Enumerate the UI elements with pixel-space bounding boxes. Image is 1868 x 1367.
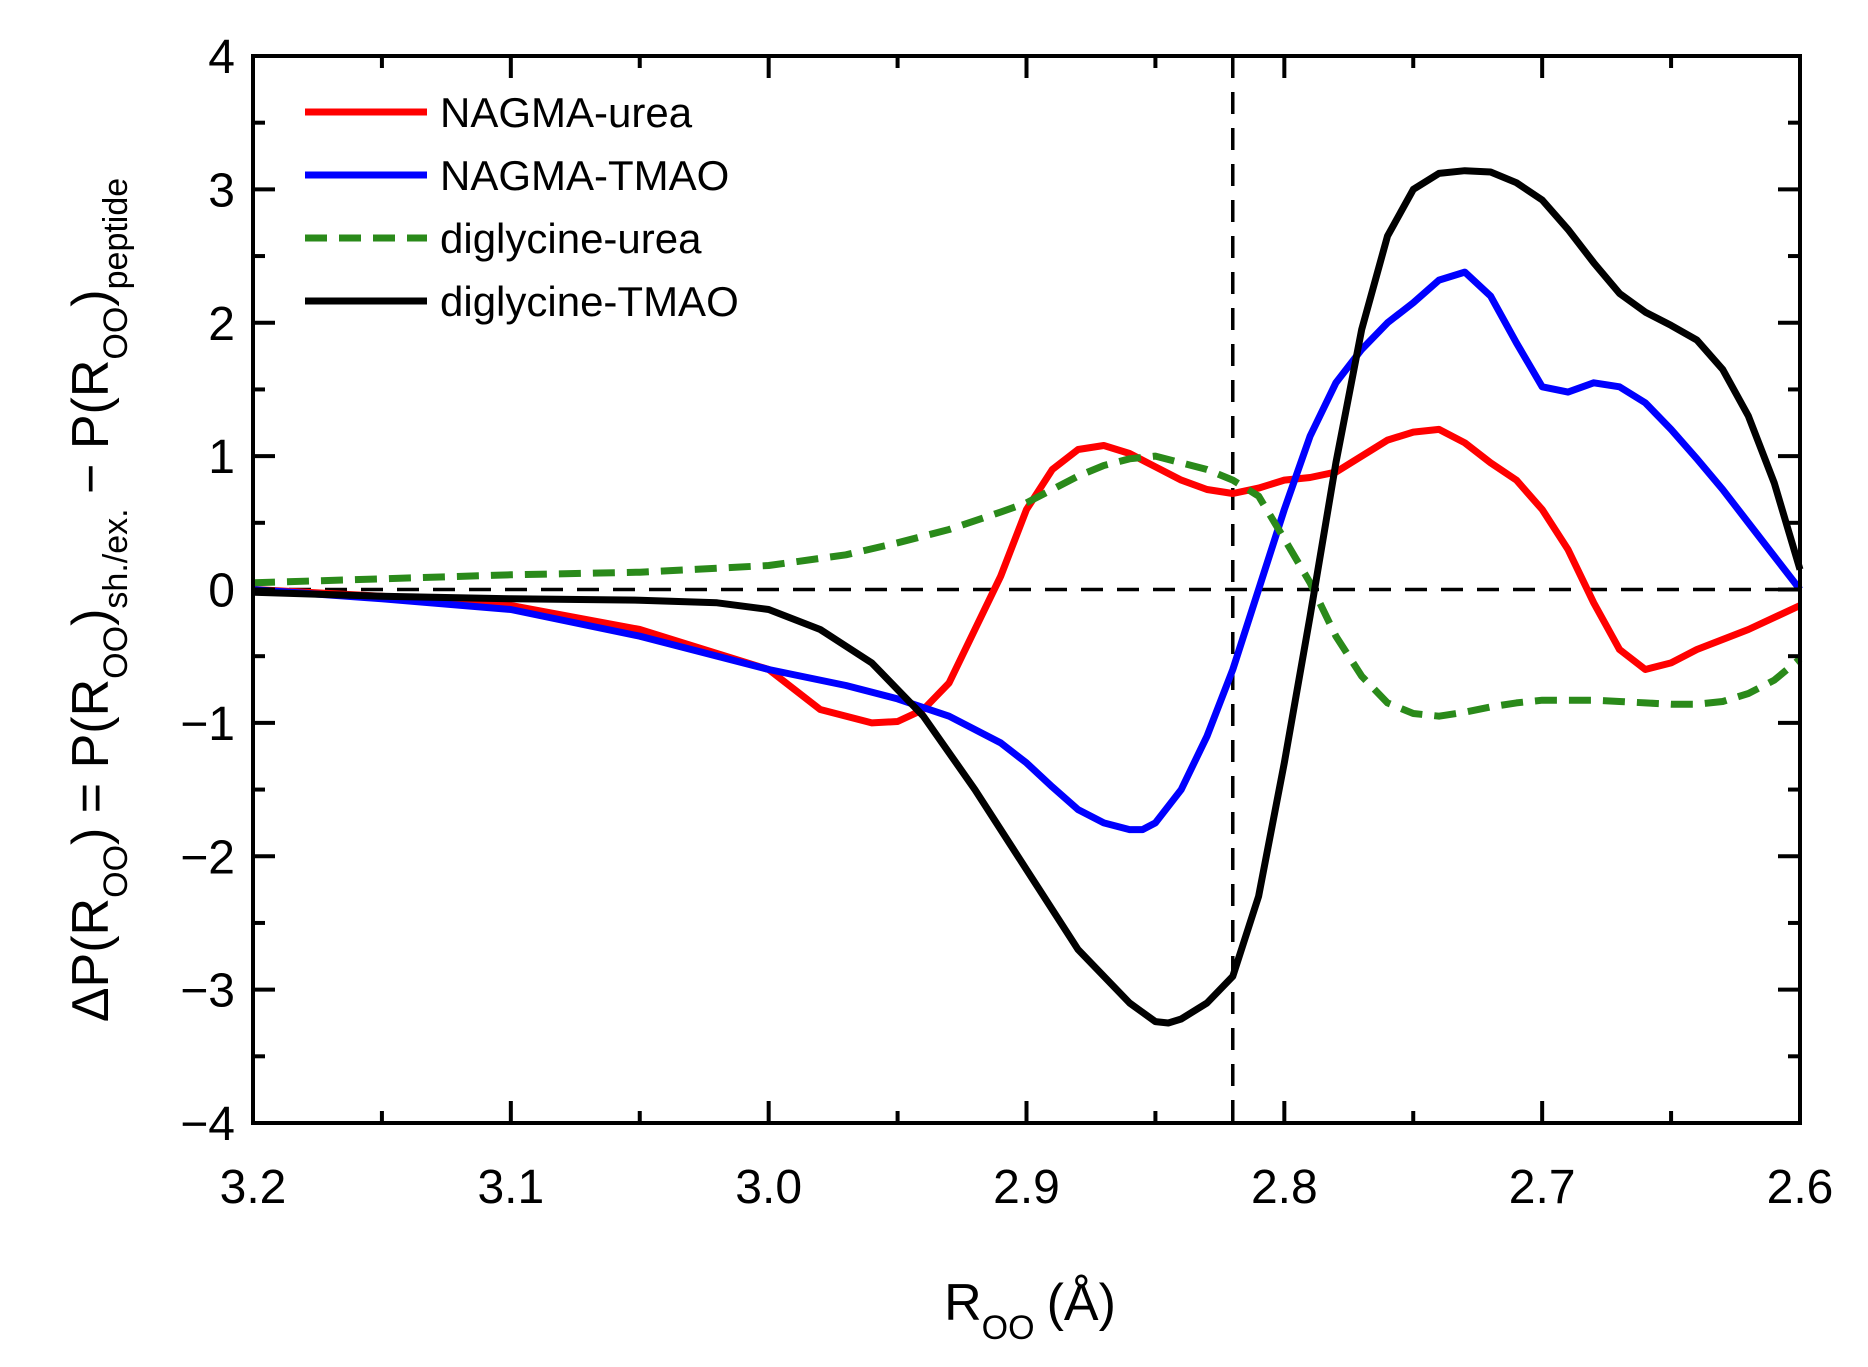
y-axis-title-rhs-sub2: peptide (97, 178, 135, 290)
y-axis-title-lhs-sub: OO (97, 845, 135, 898)
y-tick-label: −2 (180, 831, 235, 884)
x-axis-title-sub: OO (982, 1309, 1035, 1347)
legend-label: diglycine-TMAO (440, 278, 739, 325)
series-line-nagma-urea (252, 425, 1802, 727)
x-tick-label: 3.0 (735, 1161, 802, 1214)
x-tick-label: 3.1 (477, 1161, 544, 1214)
y-axis-title-rhs-sub: OO (97, 307, 135, 360)
x-axis-title-unit: (Å) (1047, 1274, 1116, 1332)
y-axis-title-rhs-close: ) (62, 289, 120, 306)
y-tick-label: −1 (180, 698, 235, 751)
y-tick-label: 0 (208, 565, 235, 618)
y-axis-title-minus: − P(R (62, 360, 120, 509)
series-line-diglycine-urea (252, 452, 1803, 720)
y-axis-title-mid-sub2: sh./ex. (97, 508, 135, 608)
legend-label: NAGMA-urea (440, 89, 693, 136)
plot-series (252, 167, 1804, 1027)
x-tick-label: 2.8 (1251, 1161, 1318, 1214)
y-tick-label: 4 (208, 31, 235, 84)
legend: NAGMA-urea NAGMA-TMAO diglycine-urea diglyc… (305, 89, 739, 325)
x-axis-title: ROO (Å) (944, 1274, 1116, 1347)
series-line-nagma-tmao (252, 268, 1803, 834)
y-axis-title-mid-close: ) (62, 609, 120, 626)
axis-ticks: 3.2 3.1 3.0 2.9 2.8 2.7 2.6 −4 −3 −2 −1 0 1 2 3 4 (180, 31, 1833, 1214)
y-tick-label: 2 (208, 298, 235, 351)
legend-label: diglycine-urea (440, 215, 702, 262)
y-axis-title-lhs: ΔP(R (62, 898, 120, 1022)
y-tick-label: 3 (208, 164, 235, 217)
x-tick-label: 3.2 (220, 1161, 287, 1214)
y-axis-title-eq: ) = P(R (62, 679, 120, 845)
legend-label: NAGMA-TMAO (440, 152, 729, 199)
y-tick-label: 1 (208, 431, 235, 484)
y-tick-label: −3 (180, 965, 235, 1018)
x-tick-label: 2.7 (1509, 1161, 1576, 1214)
x-tick-label: 2.6 (1767, 1161, 1834, 1214)
y-axis-title: ΔP(ROO) = P(ROO)sh./ex. − P(ROO)peptide (62, 178, 135, 1022)
y-tick-label: −4 (180, 1098, 235, 1151)
x-axis-title-main: R (944, 1274, 982, 1332)
series-line-diglycine-tmao (252, 167, 1804, 1027)
reference-lines (253, 56, 1800, 1123)
x-tick-label: 2.9 (993, 1161, 1060, 1214)
y-axis-title-mid-sub: OO (97, 626, 135, 679)
